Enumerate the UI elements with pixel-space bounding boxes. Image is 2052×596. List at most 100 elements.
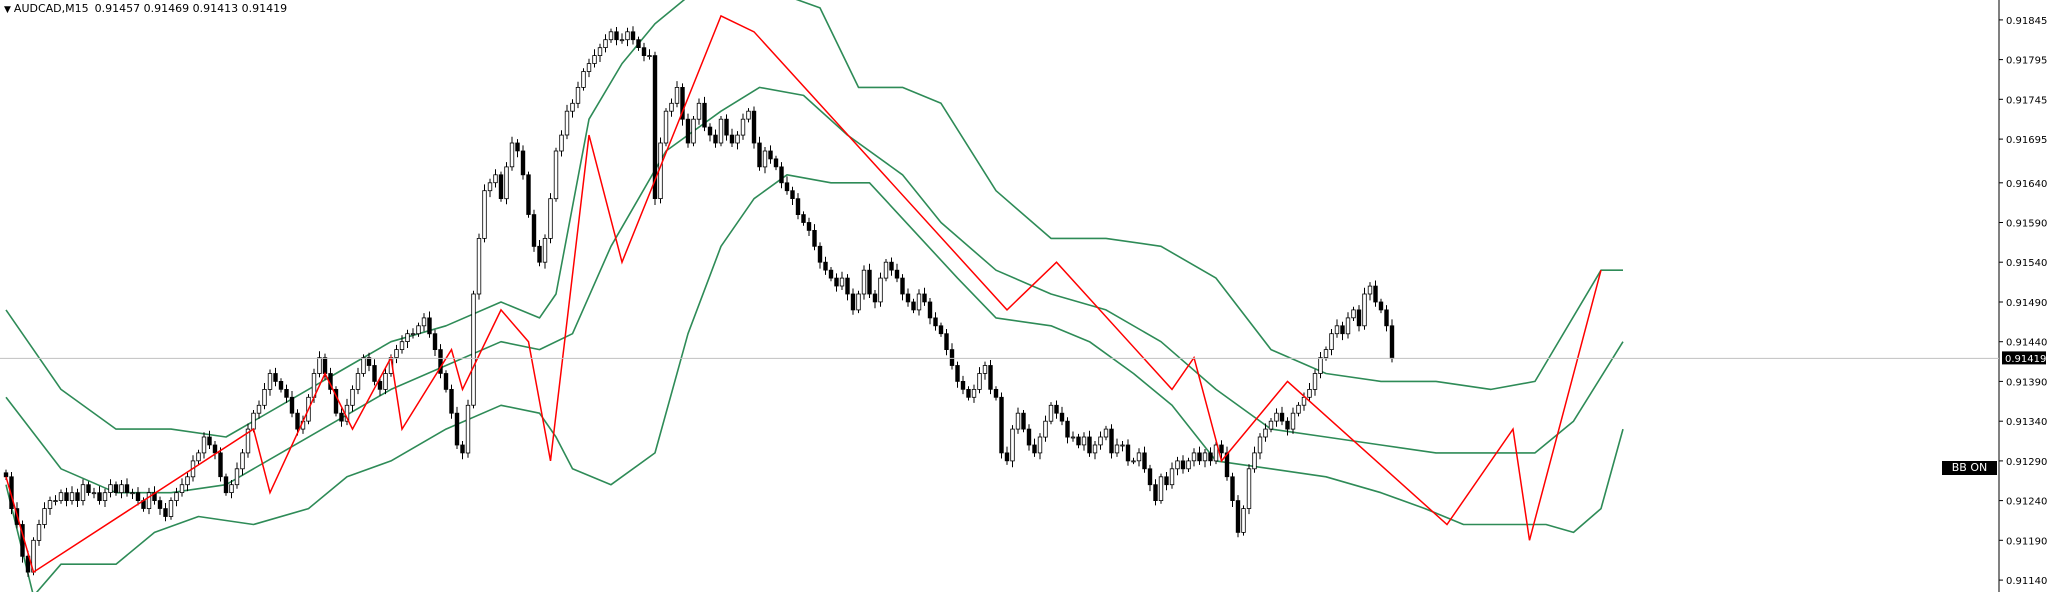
candle [53,495,58,506]
candle [438,344,443,379]
candle-body [718,118,724,144]
candle [531,209,537,252]
candle [498,171,504,202]
candle [586,58,592,78]
candle [817,242,823,269]
candle [784,176,790,195]
candle-body [592,55,597,64]
candle-body [1373,285,1378,303]
candle [1356,305,1362,332]
candle-body [1213,444,1219,462]
candle [812,224,817,251]
candle-body [322,357,328,374]
candle [520,145,526,180]
candle-body [1109,428,1114,454]
candle [1048,402,1054,425]
candle [625,27,630,47]
candle-body [504,166,509,200]
candle [108,479,113,498]
bb-toggle-button[interactable]: BB ON [1942,461,1997,475]
candle [1378,298,1384,314]
zigzag-line [5,14,1602,574]
candle-body [845,277,850,295]
candle [421,313,427,332]
candle-body [927,301,933,319]
candle-body [1026,428,1032,446]
candle [135,487,141,506]
candle [1318,352,1323,379]
candle [696,98,702,125]
candle [64,487,69,507]
candle-body [570,102,575,112]
candle [47,496,53,515]
candle-body [135,492,141,502]
bollinger-bands [5,0,1624,596]
y-tick-label: 0.91590 [2006,219,2047,230]
candle-body [218,452,223,478]
candle-body [1356,309,1362,327]
candle-body [746,110,751,120]
candle-body [1367,285,1373,295]
candle-body [102,492,108,502]
candle [636,36,641,51]
candle-body [625,31,630,41]
candle [1169,462,1175,489]
candle [1367,282,1373,301]
candle-body [1125,444,1131,462]
candle [911,298,916,314]
y-tick-label: 0.91440 [2006,338,2047,349]
candle-body [75,492,80,502]
candle [509,136,515,171]
chart-header: ▼ AUDCAD,M15 0.91457 0.91469 0.91413 0.914… [4,2,287,15]
candle-body [911,301,916,311]
candle [1054,400,1059,419]
candle-body [652,55,658,199]
candle [394,344,399,364]
candle-body [861,269,867,295]
candle [163,503,168,522]
candle-body [944,333,949,351]
candle [1037,433,1043,460]
triangle-down-icon[interactable]: ▼ [4,5,11,15]
candle [592,49,597,68]
candle-body [443,373,449,390]
candle-body [762,150,768,168]
candle [993,386,999,401]
candle [504,162,509,205]
candle [834,273,839,292]
candle-body [493,174,498,184]
candle [762,147,768,174]
candle-body [647,55,652,57]
candle-body [872,293,878,303]
candle [1219,440,1224,459]
candle [273,367,278,387]
candle [493,169,498,188]
candle-body [212,444,218,454]
candle-body [740,118,746,136]
candle [86,481,91,496]
candle-body [251,412,256,430]
candle-body [1092,444,1098,454]
candle [443,370,449,393]
candle [350,385,355,412]
candle [102,488,108,507]
candle-body [867,269,872,295]
y-tick-label: 0.91640 [2006,179,2047,190]
candle [1103,425,1109,441]
candle-body [69,492,75,502]
candle [427,311,432,338]
y-tick-label: 0.91340 [2006,417,2047,428]
candle-body [295,412,300,430]
candle [630,26,636,45]
candle [548,193,553,244]
candle [1070,431,1076,442]
candle-body [933,317,938,327]
candle [944,329,949,356]
candle-body [267,373,273,390]
candle [988,360,993,395]
candle [757,136,762,171]
candle-body [427,317,432,335]
